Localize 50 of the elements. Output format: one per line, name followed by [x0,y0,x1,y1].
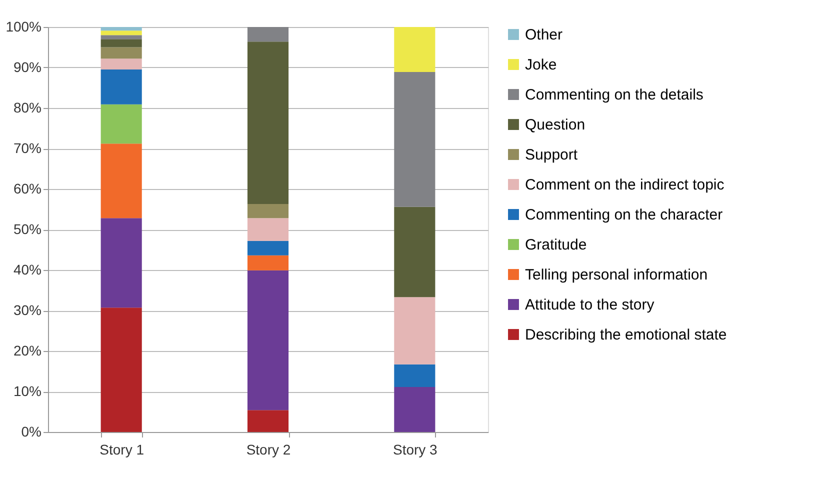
bar [100,27,142,31]
legend-label: Attitude to the story [525,296,655,314]
bar [247,218,289,241]
y-tick-label: 100% [6,18,42,34]
bar [247,27,289,42]
x-tick-label: Story 2 [246,442,291,458]
bar [100,218,142,308]
legend-label: Gratitude [525,236,587,254]
bar [394,387,436,432]
y-tick-label: 80% [13,100,42,116]
bar [100,308,142,432]
bar [100,39,142,48]
legend-label: Describing the emotional state [525,326,727,344]
bar [100,144,142,218]
bar [100,35,142,40]
legend-label: Comment on the indirect topic [525,176,725,194]
bar [394,297,436,364]
bar [247,240,289,256]
bar [247,255,289,270]
legend-label: Commenting on the details [525,86,704,104]
bar [100,30,142,36]
y-tick-label: 20% [13,342,42,358]
bar [394,206,436,298]
bar [394,364,436,388]
bar [100,58,142,70]
y-tick-label: 70% [13,140,42,156]
x-tick-label: Story 3 [392,442,438,458]
y-tick-label: 10% [13,383,42,399]
legend-label: Other [525,26,563,44]
y-tick-label: 90% [13,59,42,75]
bar [100,47,142,59]
y-tick-label: 50% [13,221,42,237]
bar [247,410,289,432]
y-tick-label: 0% [21,424,42,440]
legend-label: Question [525,116,586,134]
bar [247,270,289,410]
y-tick-label: 30% [13,302,42,318]
x-tick-label: Story 1 [100,442,144,458]
bar [100,70,142,104]
y-tick-label: 60% [13,180,42,196]
y-tick-label: 40% [13,262,42,278]
legend-label: Commenting on the character [525,206,723,224]
legend-label: Telling personal information [525,266,708,284]
bar [100,104,142,144]
bar [394,27,436,72]
bar [394,72,436,207]
bar [247,42,289,204]
legend-label: Support [525,146,578,164]
legend-label: Joke [525,56,557,74]
bar [247,204,289,218]
